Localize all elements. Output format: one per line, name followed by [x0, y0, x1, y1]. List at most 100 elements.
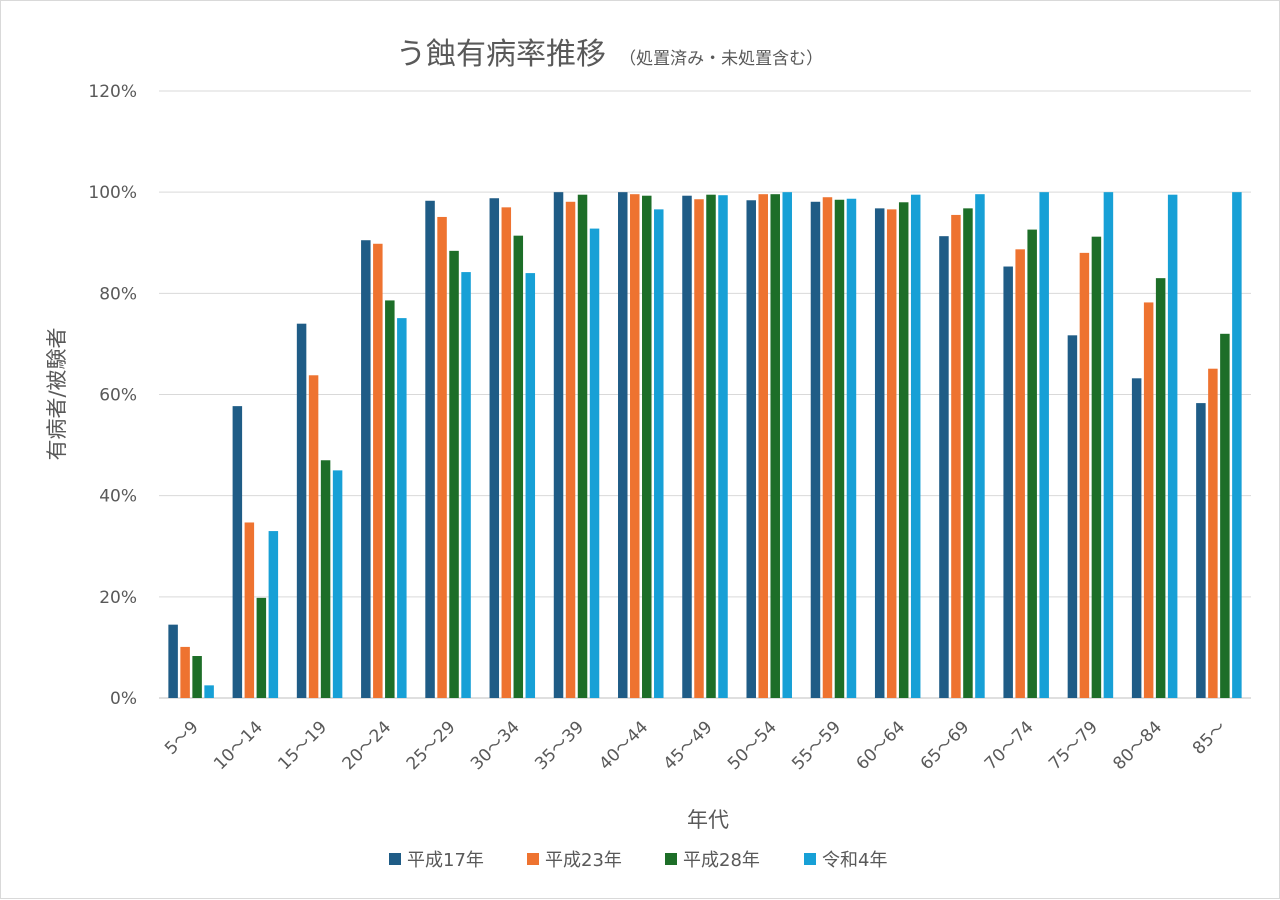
y-tick-label: 20% [99, 588, 137, 608]
bar [1079, 252, 1090, 698]
bar [244, 522, 255, 698]
x-tick-label: 55～59 [788, 717, 845, 774]
bar [1155, 278, 1166, 698]
bar [874, 208, 885, 698]
legend-swatch [665, 853, 677, 865]
bar [1015, 249, 1025, 698]
bar [834, 199, 845, 699]
bar [951, 214, 961, 698]
bar [1196, 403, 1206, 698]
legend-label: 平成28年 [683, 850, 760, 871]
bar [642, 195, 652, 698]
bar [180, 646, 190, 698]
x-tick-label: 70～74 [981, 717, 1038, 774]
legend-item: 令和4年 [804, 850, 887, 871]
bar [975, 194, 985, 698]
bar [553, 192, 564, 698]
bar [373, 243, 383, 699]
legend-swatch [389, 853, 401, 865]
bar [513, 235, 524, 698]
bar [1103, 192, 1114, 698]
bar [577, 194, 588, 698]
x-tick-label: 80～84 [1109, 717, 1166, 774]
bar [589, 228, 600, 698]
bar [361, 240, 371, 699]
bar [910, 194, 921, 698]
bar [168, 624, 178, 698]
bar [886, 209, 897, 699]
x-tick-label: 45～49 [660, 717, 717, 774]
bar [525, 273, 536, 698]
x-tick-label: 75～79 [1045, 717, 1102, 774]
bar [192, 656, 202, 698]
bar [385, 300, 395, 698]
y-axis-title: 有病者/被験者 [45, 327, 69, 460]
bar [939, 236, 949, 698]
x-tick-label: 10～14 [210, 717, 267, 774]
bar [1143, 302, 1154, 698]
bar [706, 194, 716, 698]
bar [449, 250, 459, 699]
x-axis-ticks: 5～9 10～14 15～19 20～24 25～29 30～34 35～39 40～44 45… [161, 717, 1230, 774]
bar [846, 198, 857, 698]
bar [437, 216, 447, 698]
chart-title-main: う蝕有病率推移 [396, 37, 606, 72]
bar [1027, 229, 1037, 698]
bar [770, 194, 780, 698]
bar [1091, 236, 1102, 698]
y-tick-label: 60% [99, 386, 137, 406]
bar [618, 192, 628, 698]
bar [758, 194, 768, 698]
bar [232, 406, 243, 698]
x-tick-label: 25～29 [403, 717, 460, 774]
y-axis-ticks: 0% 20% 40% 60% 80% 100% 120% [88, 82, 137, 709]
bar [256, 597, 267, 698]
bar [746, 200, 756, 698]
bar [296, 323, 307, 698]
legend-item: 平成28年 [665, 850, 760, 871]
legend-item: 平成17年 [389, 850, 484, 871]
x-tick-label: 15～19 [274, 717, 331, 774]
x-tick-label: 60～64 [852, 717, 909, 774]
bar [320, 460, 331, 698]
bar [718, 195, 728, 698]
y-tick-label: 100% [88, 183, 137, 203]
legend: 平成17年 平成23年 平成28年 令和4年 [389, 850, 887, 871]
y-tick-label: 80% [99, 284, 137, 304]
bar [461, 272, 471, 698]
x-tick-label: 20～24 [339, 717, 396, 774]
bar [782, 192, 792, 698]
x-tick-label: 50～54 [724, 717, 781, 774]
x-tick-label: 35～39 [531, 717, 588, 774]
bar [332, 470, 343, 698]
x-tick-label: 30～34 [467, 717, 524, 774]
y-tick-label: 120% [88, 82, 137, 102]
bar [694, 199, 704, 698]
x-tick-label: 5～9 [161, 717, 202, 758]
bars [168, 192, 1242, 699]
bar [898, 202, 909, 699]
bar [308, 375, 319, 698]
bar [630, 194, 640, 698]
legend-label: 平成17年 [407, 850, 484, 871]
legend-swatch [527, 853, 539, 865]
bar [1131, 378, 1142, 698]
legend-item: 平成23年 [527, 850, 622, 871]
bar [501, 207, 512, 698]
bar [1039, 192, 1049, 698]
legend-swatch [804, 853, 816, 865]
x-axis-title: 年代 [687, 808, 729, 832]
y-tick-label: 40% [99, 487, 137, 507]
bar [822, 197, 833, 698]
bar [489, 198, 500, 698]
bar [1067, 335, 1078, 698]
x-tick-label: 40～44 [596, 717, 653, 774]
x-tick-label: 85～ [1189, 717, 1230, 758]
bar [682, 195, 692, 698]
bar [268, 531, 279, 698]
bar [963, 208, 973, 698]
bar [654, 209, 664, 699]
x-tick-label: 65～69 [917, 717, 974, 774]
